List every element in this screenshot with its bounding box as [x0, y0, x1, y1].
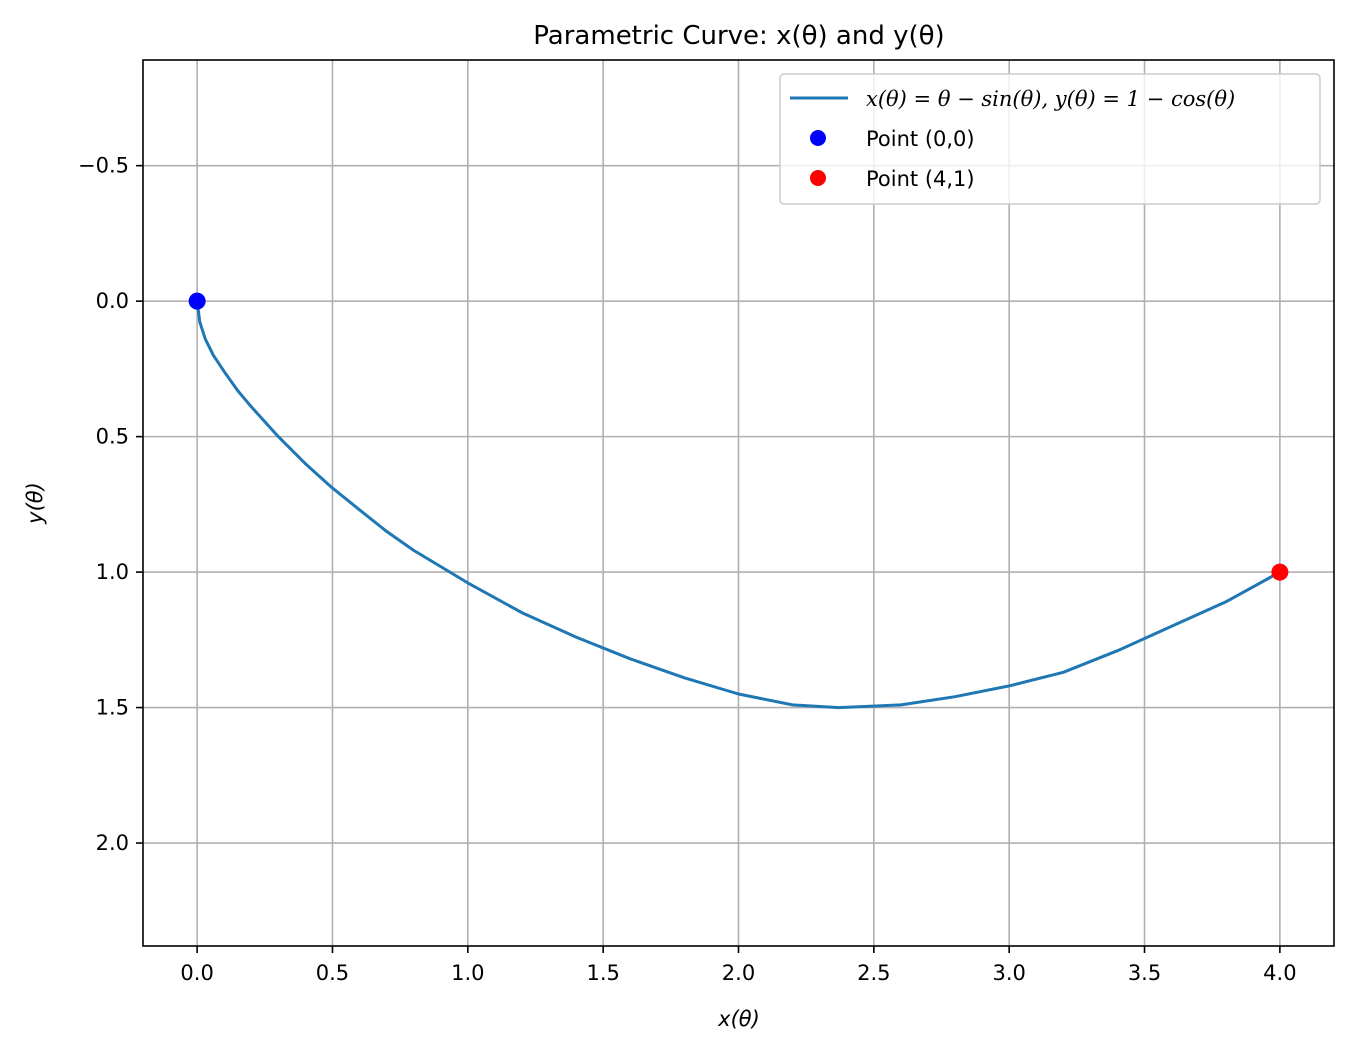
x-tick-label: 3.5 — [1128, 961, 1161, 985]
chart-title: Parametric Curve: x(θ) and y(θ) — [533, 21, 944, 51]
x-tick-label: 1.0 — [451, 961, 484, 985]
data-point-marker — [188, 292, 206, 310]
x-tick-label: 2.5 — [857, 961, 890, 985]
legend-box — [779, 73, 1321, 205]
y-tick-label: 0.5 — [96, 425, 129, 449]
tick-layer: 0.0 0.5 1.0 1.5 2.0 2.5 3.0 3.5 4.0 −0.5 0.0 0.5 1.0… — [78, 154, 1297, 985]
x-axis-title: x(θ) — [717, 1007, 760, 1031]
legend-point-b-label: Point (4,1) — [866, 167, 975, 191]
x-tick-label: 4.0 — [1263, 961, 1296, 985]
x-tick-label: 0.5 — [316, 961, 349, 985]
y-tick-label: 1.5 — [96, 696, 129, 720]
legend: x(θ) = θ − sin(θ), y(θ) = 1 − cos(θ) Poi… — [779, 73, 1321, 205]
y-axis-title: y(θ) — [23, 482, 47, 525]
y-tick-label: 0.0 — [96, 289, 129, 313]
series-line-cycloid — [195, 300, 1281, 710]
data-point-marker — [1271, 563, 1289, 581]
legend-point-a-marker — [810, 130, 826, 146]
legend-curve-label: x(θ) = θ − sin(θ), y(θ) = 1 − cos(θ) — [866, 87, 1235, 111]
x-tick-label: 2.0 — [722, 961, 755, 985]
legend-point-a-label: Point (0,0) — [866, 127, 975, 151]
x-tick-label: 3.0 — [992, 961, 1025, 985]
y-tick-label: 1.0 — [96, 560, 129, 584]
x-tick-label: 0.0 — [180, 961, 213, 985]
y-tick-label: 2.0 — [96, 831, 129, 855]
x-tick-label: 1.5 — [586, 961, 619, 985]
marker-layer — [188, 292, 1289, 581]
y-tick-label: −0.5 — [78, 154, 129, 178]
legend-point-b-marker — [810, 170, 826, 186]
curve-layer — [195, 300, 1281, 710]
